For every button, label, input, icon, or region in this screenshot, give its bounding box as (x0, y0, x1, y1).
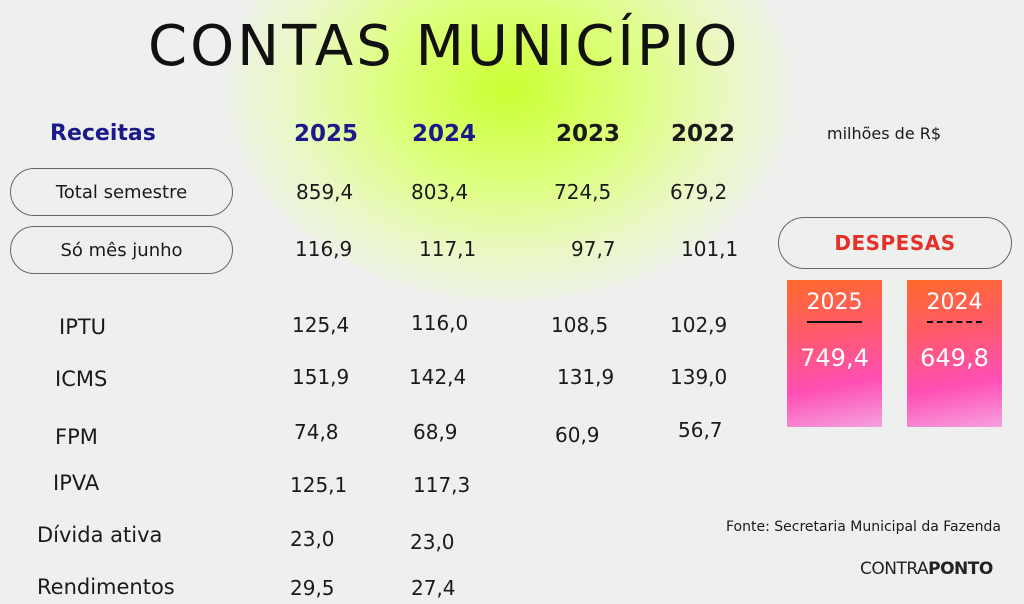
logo-part-contra: CONTRA (860, 559, 929, 579)
receitas-heading: Receitas (50, 121, 156, 146)
logo-part-ponto: PONTO (928, 559, 993, 579)
cell-value: 131,9 (557, 365, 615, 389)
card-year: 2025 (806, 290, 863, 315)
card-value: 749,4 (800, 344, 869, 372)
row-label-ipva: IPVA (53, 471, 100, 495)
cell-value: 139,0 (670, 365, 728, 389)
card-value: 649,8 (920, 344, 989, 372)
row-label-icms: ICMS (55, 367, 108, 391)
cell-value: 125,1 (290, 473, 348, 497)
cell-value: 679,2 (670, 180, 728, 204)
row-label-divida-ativa: Dívida ativa (37, 523, 163, 547)
year-2024-header: 2024 (412, 121, 477, 147)
cell-value: 56,7 (678, 418, 723, 442)
year-2025-header: 2025 (294, 121, 359, 147)
card-divider (927, 321, 982, 323)
cell-value: 23,0 (290, 527, 335, 551)
unit-label: milhões de R$ (827, 124, 942, 143)
cell-value: 23,0 (410, 530, 455, 554)
cell-value: 142,4 (409, 365, 467, 389)
card-year: 2024 (926, 290, 983, 315)
cell-value: 108,5 (551, 313, 609, 337)
cell-value: 125,4 (292, 313, 350, 337)
cell-value: 102,9 (670, 313, 728, 337)
cell-value: 859,4 (296, 180, 354, 204)
row-label-fpm: FPM (55, 425, 98, 449)
cell-value: 803,4 (411, 180, 469, 204)
cell-value: 117,1 (419, 237, 477, 261)
despesas-heading: DESPESAS (778, 217, 1012, 269)
row-label-total-semestre: Total semestre (10, 168, 233, 216)
brand-logo: CONTRAPONTO (860, 559, 993, 579)
despesas-card-2024: 2024 649,8 (907, 280, 1002, 427)
page-title: CONTAS MUNICÍPIO (148, 14, 741, 79)
cell-value: 151,9 (292, 365, 350, 389)
year-2022-header: 2022 (671, 121, 736, 147)
row-label-iptu: IPTU (59, 315, 107, 339)
row-label-rendimentos: Rendimentos (37, 575, 175, 599)
cell-value: 97,7 (571, 237, 616, 261)
cell-value: 29,5 (290, 576, 335, 600)
cell-value: 60,9 (555, 423, 600, 447)
cell-value: 27,4 (411, 576, 456, 600)
card-divider (807, 321, 862, 323)
cell-value: 724,5 (554, 180, 612, 204)
cell-value: 116,0 (411, 311, 469, 335)
cell-value: 117,3 (413, 473, 471, 497)
cell-value: 68,9 (413, 420, 458, 444)
source-note: Fonte: Secretaria Municipal da Fazenda (726, 519, 1001, 535)
year-2023-header: 2023 (556, 121, 621, 147)
despesas-card-2025: 2025 749,4 (787, 280, 882, 427)
cell-value: 116,9 (295, 237, 353, 261)
cell-value: 101,1 (681, 237, 739, 261)
row-label-so-mes-junho: Só mês junho (10, 226, 233, 274)
cell-value: 74,8 (294, 420, 339, 444)
